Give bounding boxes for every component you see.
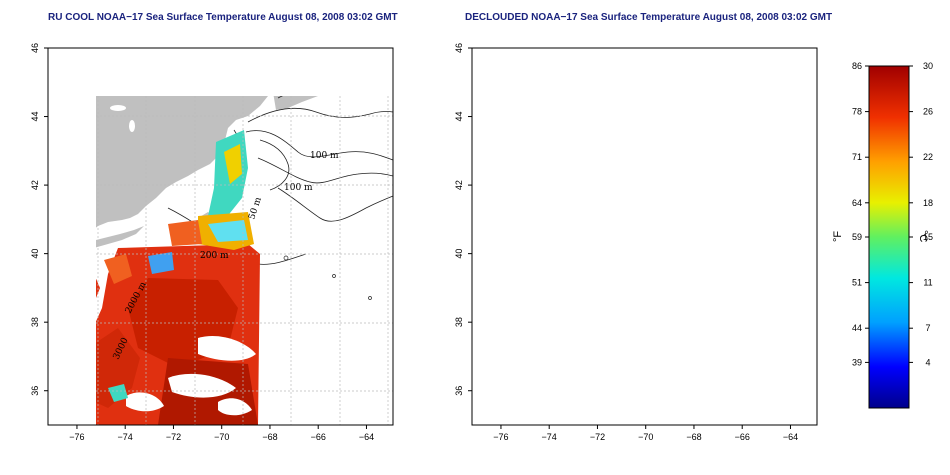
left-axes: −76 −74 −72 −70 −68 −66 −64 36 38 40 42 44 46 (30, 43, 374, 442)
fahrenheit-tick-label: 59 (852, 232, 862, 242)
left-lat-tick-label: 36 (30, 386, 40, 396)
colorbar: 86 30 78 26 71 22 64 18 59 15 51 11 44 7 39 4 °F °C (832, 61, 933, 409)
celsius-tick-label: 22 (923, 152, 933, 162)
right-lon-tick-label: −64 (783, 432, 798, 442)
right-lat-tick-label: 38 (454, 317, 464, 327)
left-lat-tick-label: 46 (30, 43, 40, 53)
right-lon-tick-label: −74 (542, 432, 557, 442)
left-lon-tick-label: −72 (166, 432, 181, 442)
left-lon-tick-label: −74 (118, 432, 133, 442)
fahrenheit-tick-label: 51 (852, 278, 862, 288)
fahrenheit-tick-label: 44 (852, 323, 862, 333)
right-plot-frame (471, 47, 818, 426)
left-grid (96, 96, 393, 425)
celsius-tick-label: 15 (923, 232, 933, 242)
celsius-unit: °C (917, 230, 929, 242)
right-lat-tick-label: 36 (454, 386, 464, 396)
fahrenheit-tick-label: 71 (852, 152, 862, 162)
fahrenheit-tick-label: 78 (852, 107, 862, 117)
left-lon-tick-label: −68 (262, 432, 277, 442)
right-sst-field (480, 124, 680, 425)
right-contour-label: 100 m (708, 183, 737, 193)
left-map-panel: RU COOL NOAA−17 Sea Surface Temperature … (30, 12, 398, 442)
left-sst-field (96, 130, 260, 425)
left-contour-label: 100 m (310, 151, 339, 161)
left-plot-frame (47, 47, 394, 426)
right-contour-label: 50 m (671, 196, 688, 221)
right-contour-label: 100 m (734, 151, 763, 161)
colorbar-ticks: 86 30 78 26 71 22 64 18 59 15 51 11 44 7 39 4 (852, 61, 933, 367)
left-contour-label: 200 m (200, 251, 229, 261)
left-lon-tick-label: −76 (69, 432, 84, 442)
right-grid (472, 48, 817, 425)
celsius-tick-label: 26 (923, 107, 933, 117)
fahrenheit-tick-label: 64 (852, 198, 862, 208)
right-coastline (472, 48, 817, 425)
right-map-panel: DECLOUDED NOAA−17 Sea Surface Temperatur… (454, 12, 832, 442)
left-panel-title: RU COOL NOAA−17 Sea Surface Temperature … (48, 12, 398, 23)
right-lat-tick-label: 42 (454, 180, 464, 190)
left-lon-tick-label: −70 (214, 432, 229, 442)
right-lon-tick-label: −68 (686, 432, 701, 442)
colorbar-gradient (868, 65, 910, 409)
right-lon-tick-label: −66 (735, 432, 750, 442)
right-axes: −76 −74 −72 −70 −68 −66 −64 36 38 40 42 44 46 (454, 43, 798, 442)
left-lon-tick-label: −66 (311, 432, 326, 442)
fahrenheit-tick-label: 86 (852, 61, 862, 71)
celsius-tick-label: 7 (925, 323, 930, 333)
left-lon-tick-label: −64 (359, 432, 374, 442)
right-lat-tick-label: 44 (454, 112, 464, 122)
right-lat-tick-label: 46 (454, 43, 464, 53)
celsius-tick-label: 30 (923, 61, 933, 71)
right-lat-tick-label: 40 (454, 249, 464, 259)
celsius-tick-label: 4 (925, 357, 930, 367)
left-lat-tick-label: 40 (30, 249, 40, 259)
fahrenheit-tick-label: 39 (852, 357, 862, 367)
left-lat-tick-label: 44 (30, 112, 40, 122)
left-contour-label: 100 m (284, 183, 313, 193)
right-lon-tick-label: −76 (493, 432, 508, 442)
right-contour-label: 200 m (624, 251, 653, 261)
right-contour-label: 2000 m (548, 280, 573, 315)
right-lon-tick-label: −72 (590, 432, 605, 442)
celsius-tick-label: 18 (923, 198, 933, 208)
left-lat-tick-label: 38 (30, 317, 40, 327)
left-lat-tick-label: 42 (30, 180, 40, 190)
celsius-tick-label: 11 (923, 278, 932, 288)
right-lon-tick-label: −70 (638, 432, 653, 442)
right-panel-title: DECLOUDED NOAA−17 Sea Surface Temperatur… (465, 12, 832, 23)
fahrenheit-unit: °F (832, 231, 844, 242)
right-ocean (472, 48, 817, 425)
